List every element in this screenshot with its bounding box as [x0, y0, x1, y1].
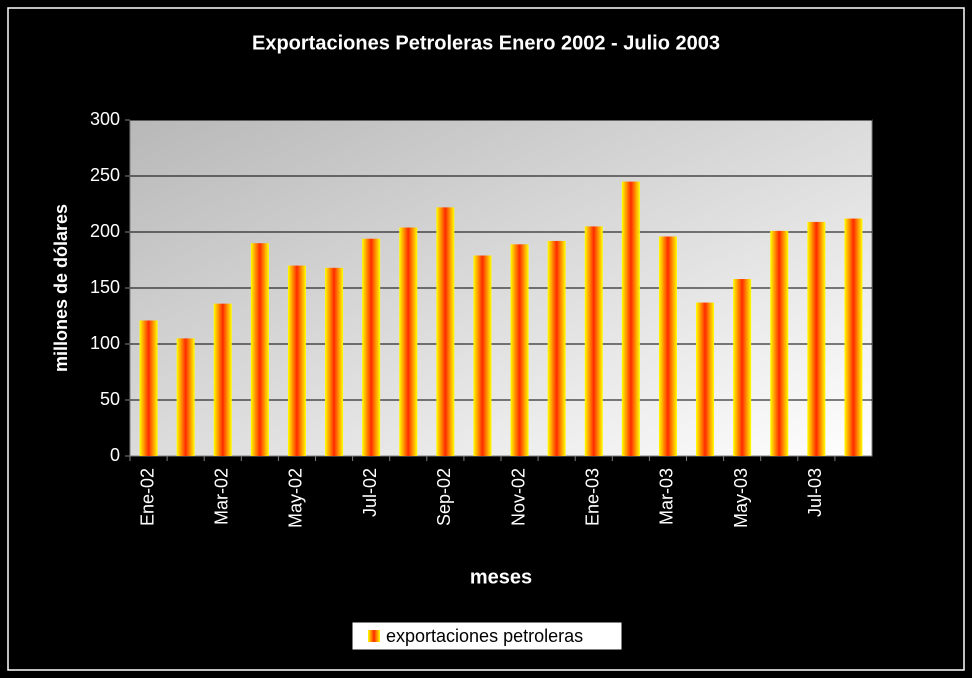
- y-tick-label: 0: [110, 445, 120, 465]
- bar: [733, 279, 752, 456]
- y-tick-label: 300: [90, 109, 120, 129]
- bar: [584, 226, 603, 456]
- x-tick-label: Jul-02: [360, 468, 380, 517]
- legend: [351, 621, 623, 651]
- x-tick-label: Ene-02: [137, 468, 157, 526]
- bar: [399, 227, 418, 456]
- x-tick-label: May-03: [731, 468, 751, 528]
- bar: [139, 320, 158, 456]
- chart-title: Exportaciones Petroleras Enero 2002 - Ju…: [252, 32, 720, 54]
- chart-border: [7, 7, 965, 671]
- bar: [510, 244, 529, 456]
- bar: [547, 240, 566, 456]
- bar: [696, 302, 715, 456]
- y-tick-label: 100: [90, 333, 120, 353]
- y-tick-label: 150: [90, 277, 120, 297]
- bar: [658, 236, 677, 456]
- x-tick-label: May-02: [286, 468, 306, 528]
- bar: [362, 238, 381, 456]
- bar: [250, 243, 269, 456]
- bar: [176, 338, 195, 456]
- legend-label: exportaciones petroleras: [386, 626, 583, 646]
- x-tick-label: Sep-02: [434, 468, 454, 526]
- bar: [473, 255, 492, 456]
- x-tick-label: Nov-02: [508, 468, 528, 526]
- y-tick-label: 50: [100, 389, 120, 409]
- x-tick-label: Mar-02: [212, 468, 232, 525]
- bar: [807, 221, 826, 456]
- y-tick-label: 250: [90, 165, 120, 185]
- bar: [621, 181, 640, 456]
- y-tick-label: 200: [90, 221, 120, 241]
- x-tick-label: Ene-03: [583, 468, 603, 526]
- x-axis-title: meses: [470, 566, 532, 588]
- bar: [770, 230, 789, 456]
- bar: [287, 265, 306, 456]
- bar: [436, 207, 455, 456]
- bar: [844, 218, 863, 456]
- x-tick-label: Mar-03: [657, 468, 677, 525]
- y-axis-title: millones de dólares: [51, 204, 71, 372]
- legend-swatch: [368, 630, 380, 642]
- x-tick-label: Jul-03: [805, 468, 825, 517]
- bar: [325, 267, 344, 456]
- bar: [213, 303, 232, 456]
